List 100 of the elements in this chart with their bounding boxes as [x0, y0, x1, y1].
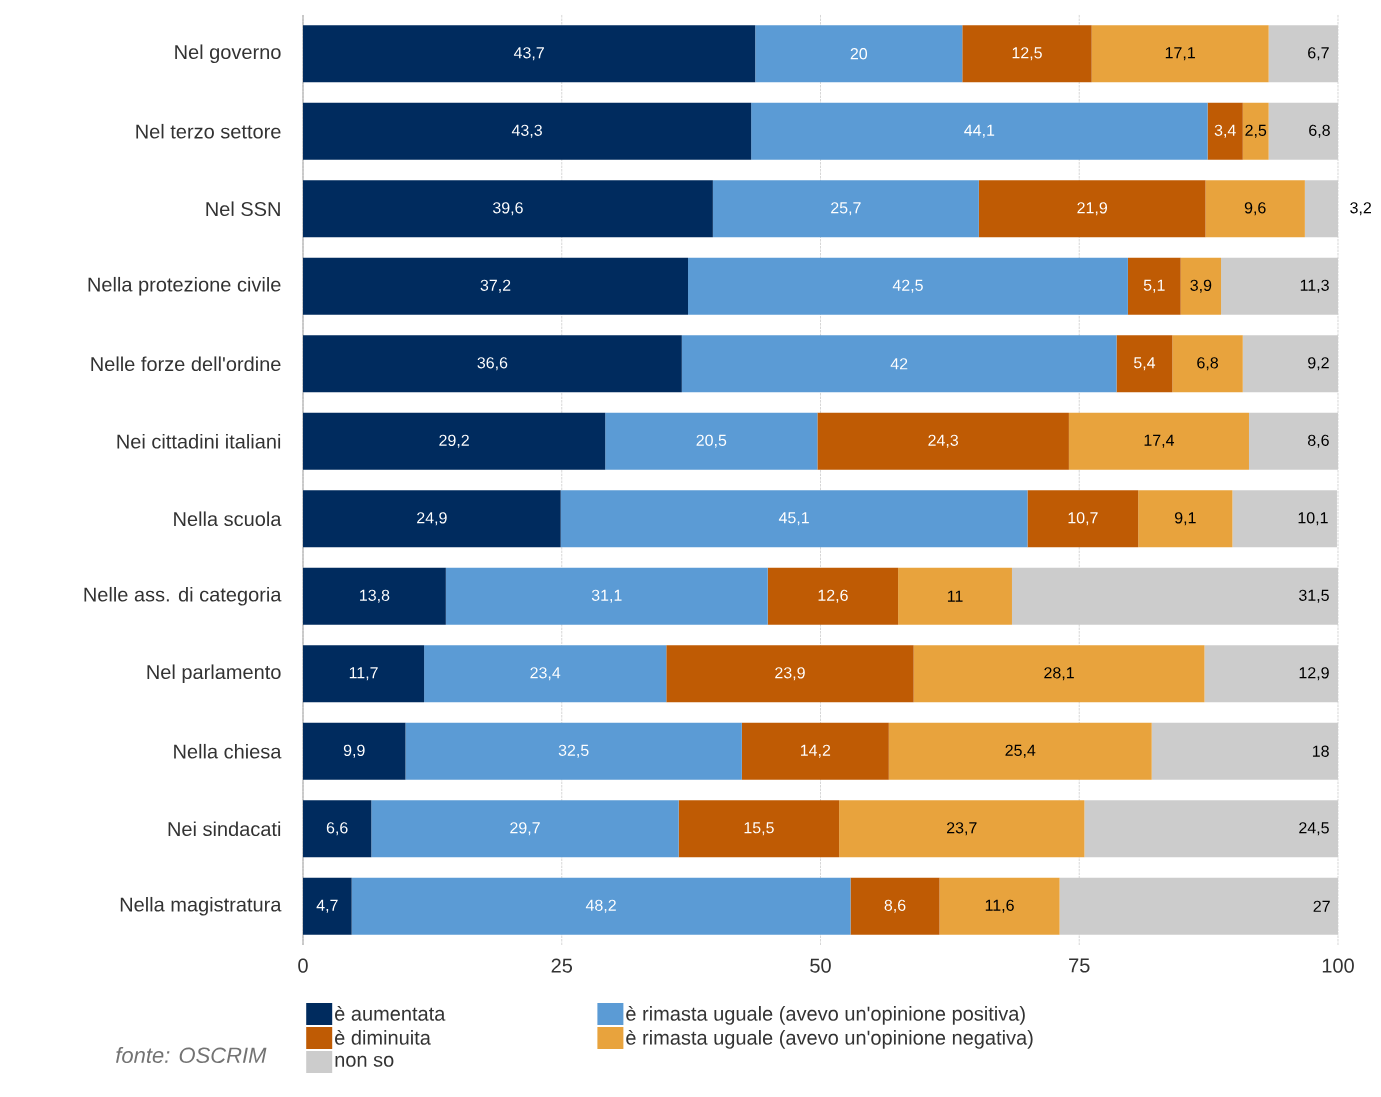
bar — [303, 180, 713, 238]
data-label: 4,7 — [316, 899, 338, 913]
data-label: 25,4 — [1005, 744, 1036, 758]
data-label: 20,5 — [696, 434, 727, 448]
data-label: 24,3 — [928, 434, 959, 448]
bar — [1027, 490, 1139, 548]
bar — [303, 412, 606, 470]
data-label: 3,4 — [1214, 124, 1236, 138]
data-label: 29,7 — [510, 822, 540, 836]
data-label: 42,5 — [892, 279, 923, 293]
bar — [1068, 412, 1249, 470]
data-label: 44,1 — [964, 124, 995, 138]
data-label: 24,9 — [417, 512, 447, 526]
bar — [303, 490, 561, 548]
y-tick-label: Nella scuola — [174, 511, 282, 527]
data-label: 15,5 — [744, 822, 774, 836]
bar — [850, 877, 940, 935]
data-label: 8,6 — [1308, 434, 1329, 448]
data-label: 17,4 — [1144, 434, 1175, 448]
y-tick-label: Nelle ass. di categoria — [84, 586, 282, 606]
data-label: 17,1 — [1165, 47, 1195, 61]
data-label: 24,5 — [1299, 822, 1329, 836]
data-label: 9,1 — [1174, 512, 1196, 526]
data-label: 48,2 — [585, 899, 616, 913]
bar — [351, 877, 851, 935]
data-label: 14,2 — [800, 744, 831, 758]
y-tick-label: Nel parlamento — [147, 664, 281, 684]
bar — [962, 25, 1092, 83]
bar — [1242, 335, 1338, 393]
bar — [303, 25, 756, 83]
bar — [303, 567, 446, 625]
data-label: 11,3 — [1300, 279, 1329, 293]
data-label: 45,1 — [778, 512, 809, 526]
y-tick-label: Nel terzo settore — [136, 123, 281, 139]
legend-label: è rimasta uguale (avevo un'opinione negativa) — [626, 1029, 1033, 1049]
data-label: 6,8 — [1197, 357, 1219, 371]
data-label: 31,5 — [1299, 589, 1329, 603]
data-label: 9,2 — [1308, 357, 1329, 371]
bar — [605, 412, 818, 470]
source-note: fonte: OSCRIM — [116, 1046, 267, 1064]
bar — [1091, 25, 1269, 83]
data-label: 18 — [1312, 745, 1329, 757]
data-label: 43,7 — [513, 47, 544, 61]
bar — [751, 102, 1208, 160]
y-tick-label: Nella chiesa — [174, 743, 282, 759]
y-tick-label: Nei sindacati — [168, 821, 281, 837]
bar — [1204, 645, 1338, 703]
data-label: 37,2 — [480, 279, 511, 293]
bar — [303, 645, 425, 703]
bar — [1011, 567, 1338, 625]
data-label: 6,7 — [1308, 47, 1329, 61]
bar — [371, 800, 679, 858]
bar — [898, 567, 1012, 625]
data-label: 42 — [890, 358, 908, 370]
y-tick-label: Nel governo — [175, 44, 281, 64]
bar — [1172, 335, 1243, 393]
bar — [1207, 102, 1243, 160]
data-label: 29,2 — [439, 434, 469, 448]
bar — [681, 335, 1117, 393]
data-label: 20 — [850, 48, 868, 60]
bar — [913, 645, 1205, 703]
data-label: 6,8 — [1309, 124, 1330, 138]
y-tick-label: Nelle forze dell'ordine — [91, 356, 281, 372]
data-label: 8,6 — [884, 899, 906, 913]
data-label: 31,1 — [591, 589, 622, 603]
data-label: 25,7 — [831, 202, 861, 216]
data-label: 13,8 — [360, 589, 390, 603]
data-label: 6,6 — [326, 822, 348, 836]
bar — [741, 722, 889, 780]
bar — [1221, 257, 1338, 315]
data-label: 11 — [947, 590, 963, 602]
bar — [688, 257, 1128, 315]
bar — [978, 180, 1206, 238]
bar — [939, 877, 1060, 935]
bar — [1304, 180, 1338, 238]
bar — [1084, 800, 1338, 858]
bar — [303, 102, 752, 160]
legend-label: è rimasta uguale (avevo un'opinione positiva) — [626, 1005, 1025, 1025]
bar — [1248, 412, 1338, 470]
data-label: 12,6 — [818, 589, 848, 603]
bar — [666, 645, 914, 703]
bar — [755, 25, 963, 83]
bar — [303, 722, 406, 780]
bar — [888, 722, 1152, 780]
data-label: 12,5 — [1012, 47, 1042, 61]
data-label: 9,9 — [343, 744, 365, 758]
bar — [405, 722, 742, 780]
data-label: 9,6 — [1244, 202, 1266, 216]
bar — [1205, 180, 1305, 238]
legend-label: è aumentata — [335, 1005, 446, 1021]
legend-label: è diminuita — [335, 1029, 431, 1045]
y-tick-label: Nella magistratura — [120, 896, 282, 916]
bar — [1116, 335, 1173, 393]
bar — [1242, 102, 1269, 160]
data-label: 10,7 — [1068, 512, 1098, 526]
bar — [303, 877, 352, 935]
data-label: 3,2 — [1350, 202, 1371, 216]
data-label: 2,5 — [1245, 124, 1267, 138]
data-label: 11,6 — [985, 899, 1014, 913]
x-tick-label: 0 — [298, 958, 308, 973]
